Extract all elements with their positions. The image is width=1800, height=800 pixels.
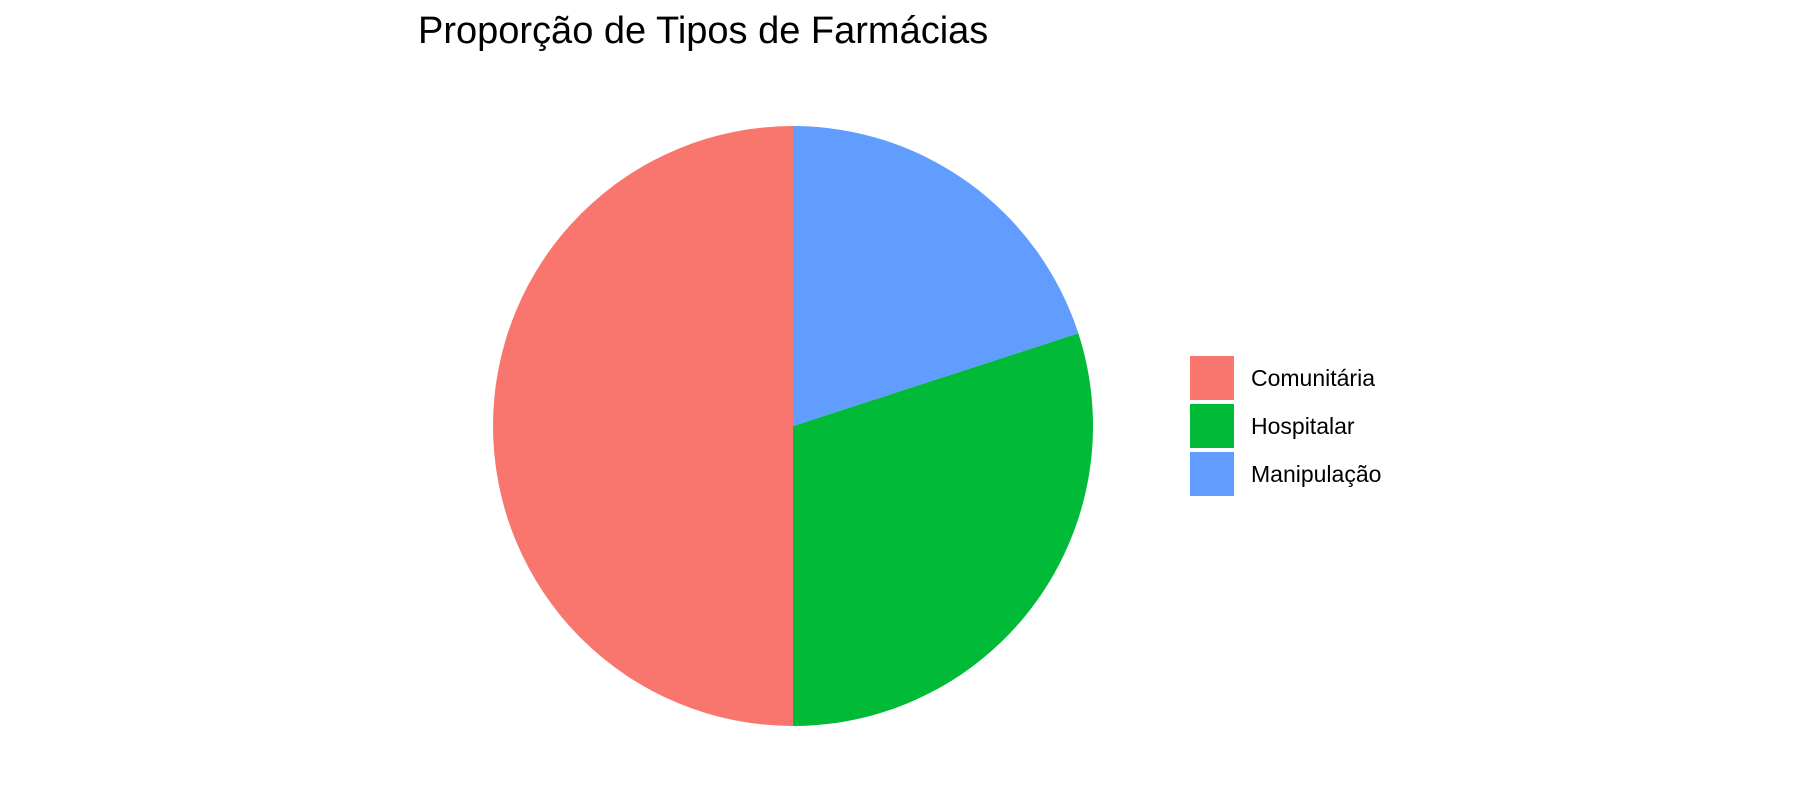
pie-slice-comunitaria (493, 126, 793, 726)
legend: Comunitária Hospitalar Manipulação (1190, 356, 1381, 496)
pie-slice-manipulacao (793, 126, 1079, 426)
legend-label-hospitalar: Hospitalar (1251, 413, 1355, 439)
pie-slices (493, 126, 1094, 726)
legend-key-manipulacao (1190, 452, 1234, 496)
legend-label-comunitaria: Comunitária (1251, 365, 1375, 391)
chart-title: Proporção de Tipos de Farmácias (418, 10, 988, 52)
legend-key-comunitaria (1190, 356, 1234, 400)
legend-key-hospitalar (1190, 404, 1234, 448)
pie-slice-hospitalar (793, 333, 1094, 726)
legend-label-manipulacao: Manipulação (1251, 461, 1381, 487)
